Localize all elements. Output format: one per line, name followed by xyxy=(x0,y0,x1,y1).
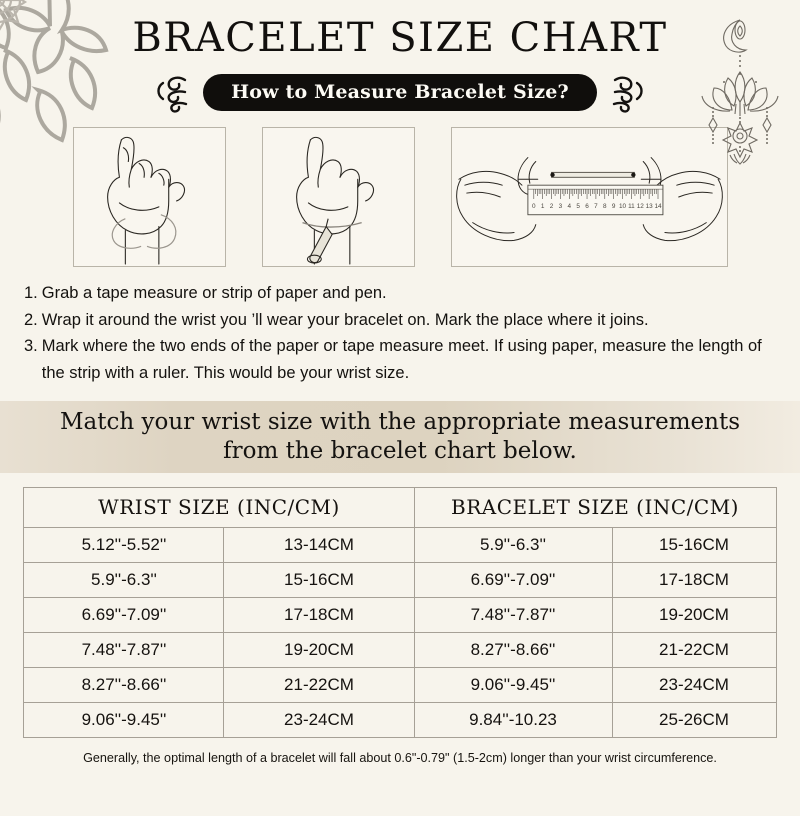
panel-hand-with-tape xyxy=(72,127,226,267)
step-text: Wrap it around the wrist you ’ll wear yo… xyxy=(41,310,649,329)
table-cell: 15-16CM xyxy=(223,561,415,598)
subtitle-row: How to Measure Bracelet Size? xyxy=(0,71,800,113)
banner-line-2: from the bracelet chart below. xyxy=(223,437,577,464)
table-row: 9.06''-9.45'' 23-24CM 9.84''-10.23 25-26CM xyxy=(23,701,777,738)
table-cell: 13-14CM xyxy=(223,526,415,563)
table-row: 5.12''-5.52'' 13-14CM 5.9''-6.3'' 15-16CM xyxy=(23,526,777,563)
column-header-bracelet-size: BRACELET SIZE (INC/CM) xyxy=(413,486,777,528)
table-row: 8.27''-8.66'' 21-22CM 9.06''-9.45'' 23-24CM xyxy=(23,666,777,703)
table-cell: 5.12''-5.52'' xyxy=(23,526,225,563)
table-cell: 23-24CM xyxy=(611,666,777,703)
table-body: 5.12''-5.52'' 13-14CM 5.9''-6.3'' 15-16CM 5.… xyxy=(23,526,777,738)
table-cell: 9.06''-9.45'' xyxy=(413,666,613,703)
table-row: 6.69''-7.09'' 17-18CM 7.48''-7.87'' 19-20CM xyxy=(23,596,777,633)
ruler-tick-label: 14 xyxy=(654,203,662,210)
panel-hand-marking-with-pen xyxy=(261,127,415,267)
table-cell: 8.27''-8.66'' xyxy=(413,631,613,668)
table-cell: 6.69''-7.09'' xyxy=(413,561,613,598)
ruler-tick-label: 5 xyxy=(576,203,580,210)
size-chart-table: WRIST SIZE (INC/CM) BRACELET SIZE (INC/C… xyxy=(23,486,777,738)
table-cell: 17-18CM xyxy=(223,596,415,633)
table-cell: 9.06''-9.45'' xyxy=(23,701,225,738)
column-header-wrist-size: WRIST SIZE (INC/CM) xyxy=(23,486,415,528)
ruler-tick-label: 10 xyxy=(618,203,626,210)
ruler-tick-label: 9 xyxy=(611,203,615,210)
ruler-tick-label: 8 xyxy=(602,203,606,210)
table-cell: 5.9''-6.3'' xyxy=(413,526,613,563)
table-row: 7.48''-7.87'' 19-20CM 8.27''-8.66'' 21-22CM xyxy=(23,631,777,668)
illustration-panels: 0 1 2 3 4 5 6 7 8 9 10 11 12 13 14 xyxy=(0,127,800,267)
table-row: 5.9''-6.3'' 15-16CM 6.69''-7.09'' 17-18CM xyxy=(23,561,777,598)
instruction-steps: 1. Grab a tape measure or strip of paper… xyxy=(0,280,800,387)
footer-note: Generally, the optimal length of a brace… xyxy=(83,750,717,765)
table-cell: 8.27''-8.66'' xyxy=(23,666,225,703)
table-cell: 17-18CM xyxy=(611,561,777,598)
table-cell: 9.84''-10.23 xyxy=(413,701,613,738)
table-cell: 19-20CM xyxy=(223,631,415,668)
panel-hands-measuring-with-ruler: 0 1 2 3 4 5 6 7 8 9 10 11 12 13 14 xyxy=(450,127,728,267)
table-cell: 5.9''-6.3'' xyxy=(23,561,225,598)
step-number: 2. xyxy=(24,310,38,329)
list-item: 1. Grab a tape measure or strip of paper… xyxy=(24,280,778,307)
step-text: Grab a tape measure or strip of paper an… xyxy=(41,284,387,302)
table-header-row: WRIST SIZE (INC/CM) BRACELET SIZE (INC/C… xyxy=(23,486,777,528)
list-item: 3. Mark where the two ends of the paper … xyxy=(24,333,778,386)
ruler-tick-label: 2 xyxy=(549,203,553,210)
banner-line-1: Match your wrist size with the appropria… xyxy=(59,409,741,436)
ruler-tick-label: 7 xyxy=(594,203,598,210)
lotus-moon-ornament-icon xyxy=(701,19,779,165)
flourish-swirl-left-icon xyxy=(157,76,188,113)
ruler-tick-label: 0 xyxy=(532,203,536,210)
table-cell: 19-20CM xyxy=(611,596,777,633)
subtitle-pill[interactable]: How to Measure Bracelet Size? xyxy=(203,73,597,111)
table-cell: 23-24CM xyxy=(223,701,415,738)
table-cell: 6.69''-7.09'' xyxy=(23,596,225,633)
step-number: 3. xyxy=(24,337,38,356)
table-cell: 21-22CM xyxy=(611,631,777,668)
step-number: 1. xyxy=(24,284,38,302)
ruler-tick-label: 13 xyxy=(645,203,653,210)
ruler-tick-label: 12 xyxy=(636,203,644,210)
ruler-tick-label: 11 xyxy=(628,203,635,210)
flourish-swirl-right-icon xyxy=(612,76,643,113)
page-title: BRACELET SIZE CHART xyxy=(132,15,668,61)
ruler-tick-label: 1 xyxy=(540,203,544,210)
table-cell: 15-16CM xyxy=(611,526,777,563)
match-size-banner: Match your wrist size with the appropria… xyxy=(0,400,800,473)
ruler-tick-label: 6 xyxy=(585,203,589,210)
ruler-tick-label: 3 xyxy=(558,203,562,210)
ruler-tick-label: 4 xyxy=(567,203,571,210)
step-text: Mark where the two ends of the paper or … xyxy=(41,337,762,383)
table-cell: 7.48''-7.87'' xyxy=(413,596,613,633)
table-cell: 7.48''-7.87'' xyxy=(23,631,225,668)
table-cell: 25-26CM xyxy=(611,701,777,738)
list-item: 2. Wrap it around the wrist you ’ll wear… xyxy=(24,307,778,334)
table-cell: 21-22CM xyxy=(223,666,415,703)
mandala-flower-icon xyxy=(0,0,109,143)
